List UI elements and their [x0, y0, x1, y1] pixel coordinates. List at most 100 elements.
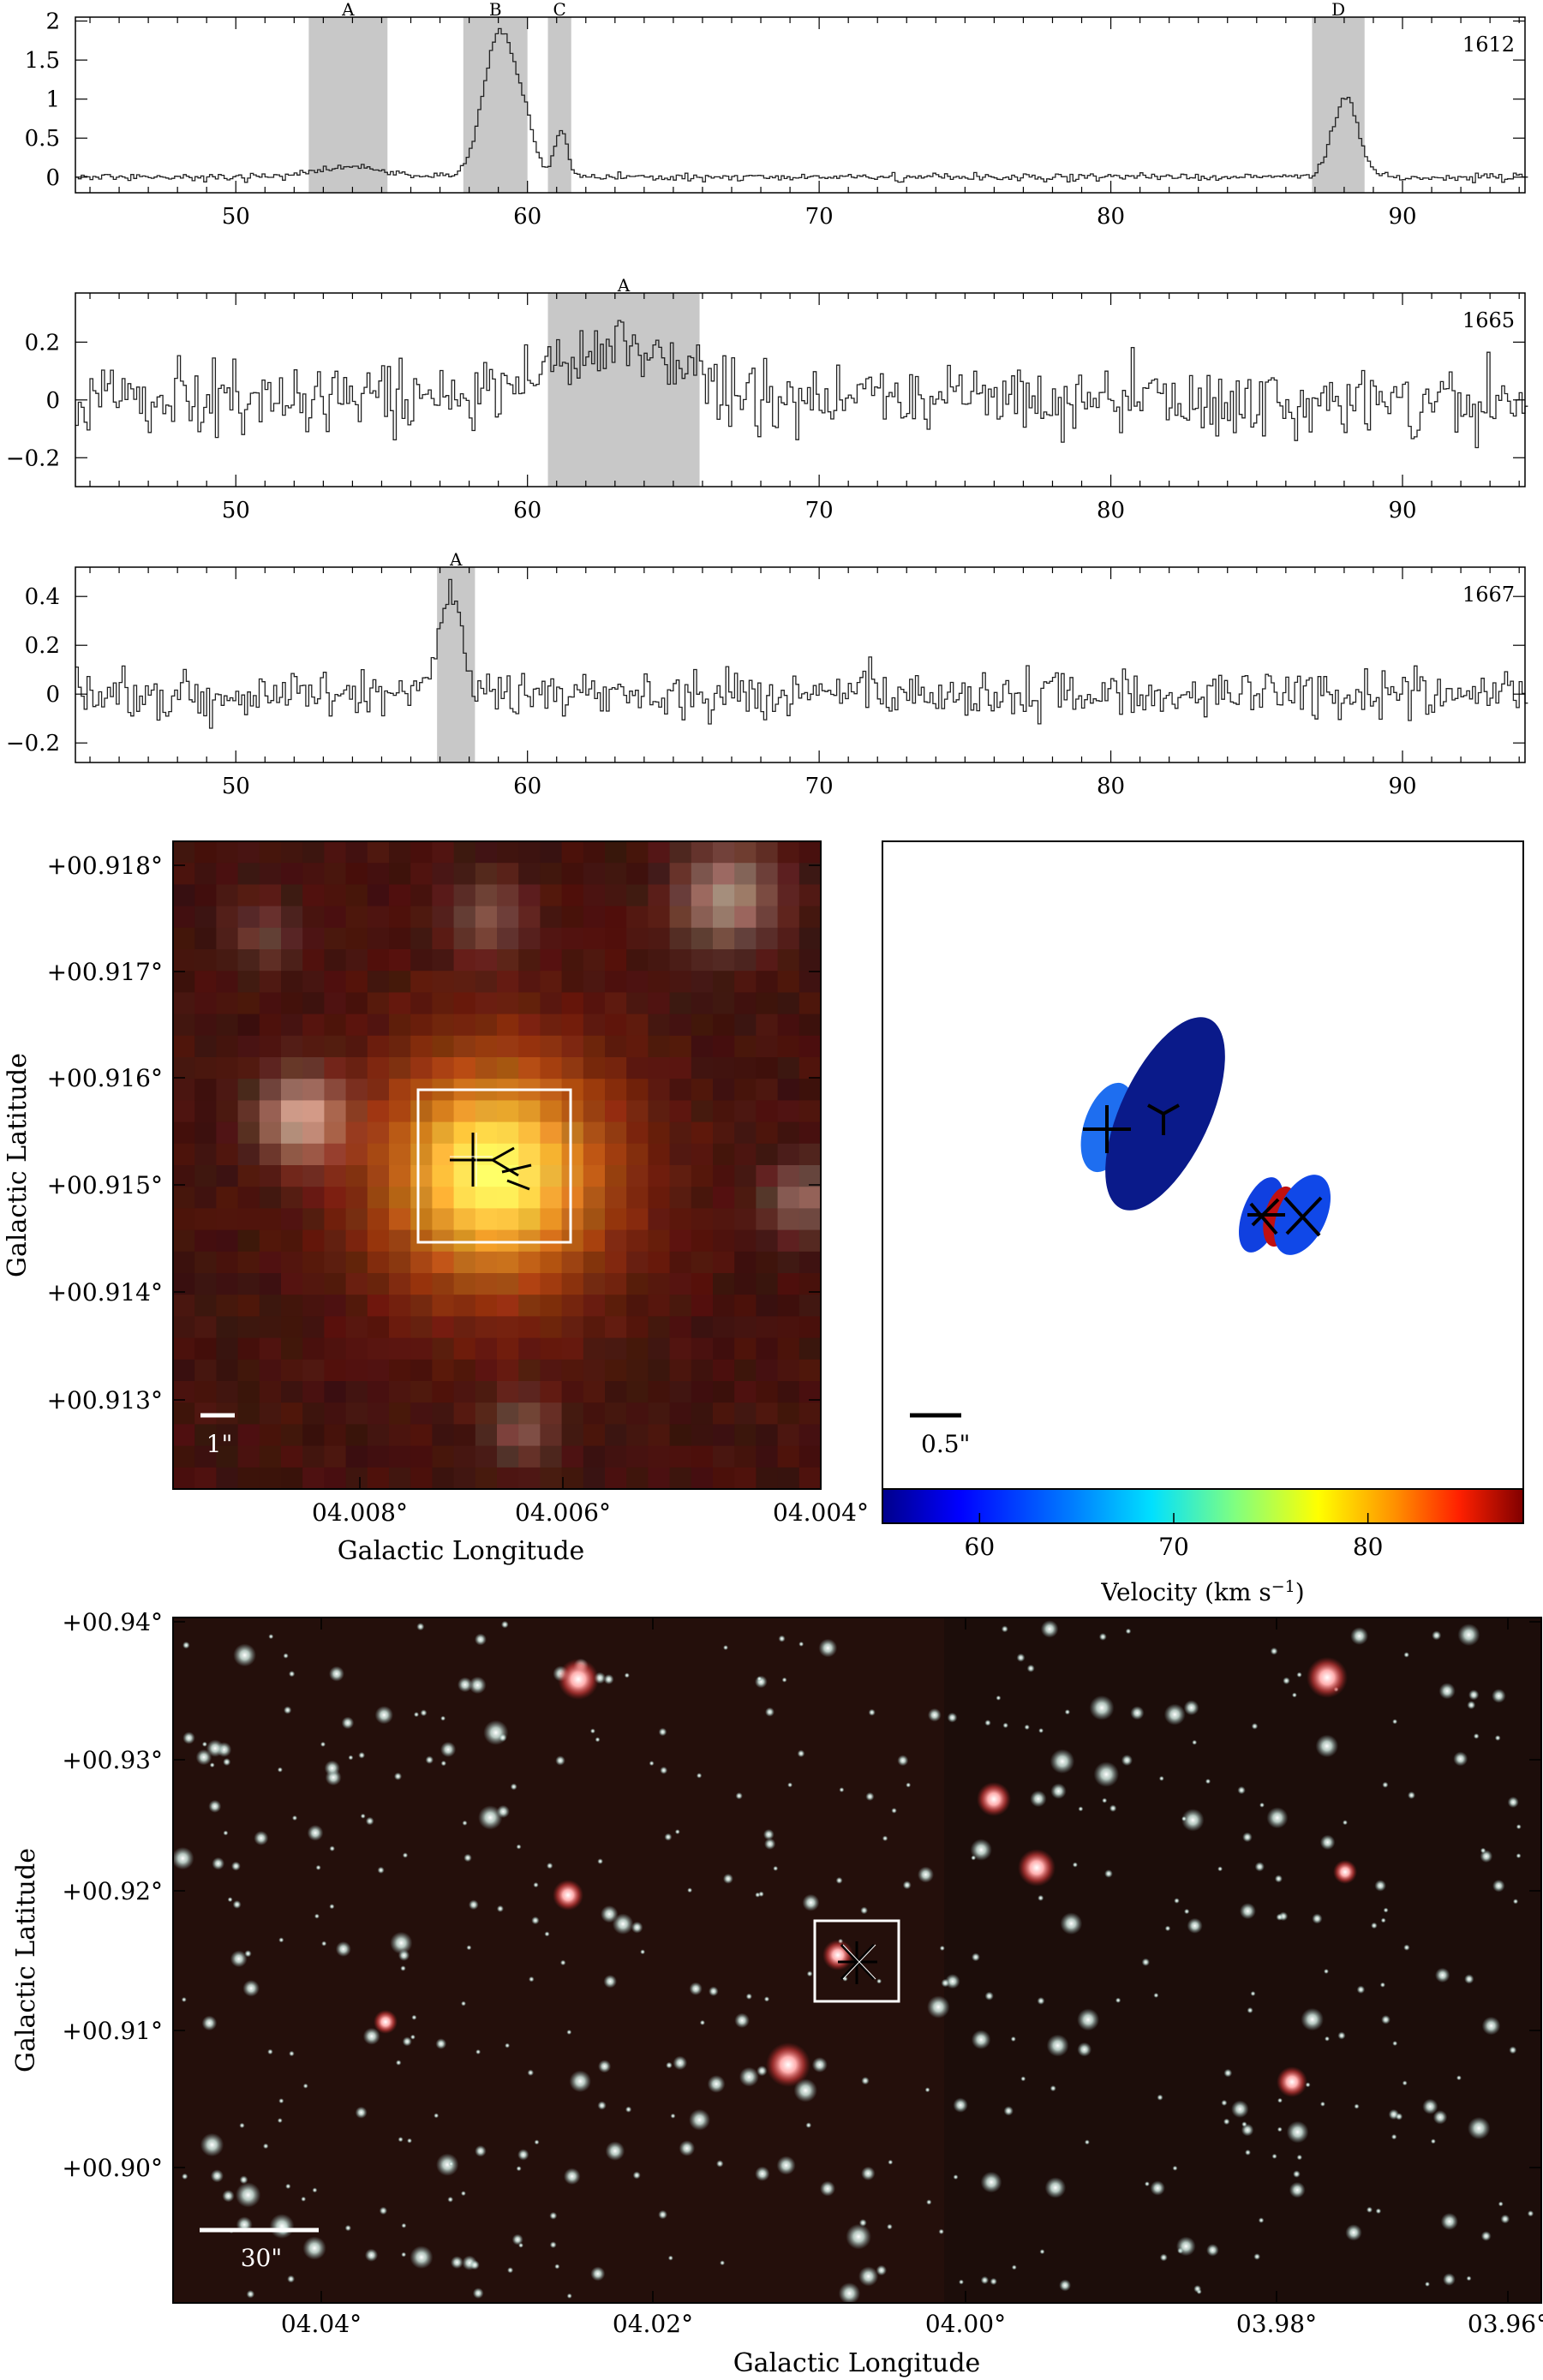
image-pixel	[324, 884, 347, 907]
image-pixel	[798, 1079, 822, 1101]
image-pixel	[432, 906, 455, 929]
star	[559, 1959, 566, 1966]
image-pixel	[605, 906, 627, 929]
star	[1350, 1627, 1368, 1645]
image-pixel	[302, 841, 325, 864]
image-pixel	[798, 884, 822, 907]
star	[377, 1866, 385, 1874]
image-pixel	[259, 1445, 282, 1468]
x-tick-label: 90	[1388, 204, 1416, 230]
bright-star	[553, 1880, 583, 1911]
image-pixel	[518, 1121, 541, 1145]
image-pixel	[669, 906, 692, 929]
image-pixel	[281, 906, 303, 929]
image-pixel	[475, 1295, 498, 1317]
x-tick-label: 80	[1097, 774, 1125, 799]
image-pixel	[410, 949, 433, 972]
image-pixel	[194, 1035, 217, 1058]
velocity-band	[437, 567, 475, 762]
image-pixel	[345, 841, 368, 864]
star	[511, 2233, 523, 2245]
spectrum-label: 1612	[1462, 33, 1515, 57]
x-tick-label: 04.02°	[613, 2310, 693, 2338]
wide-scalebar-label: 30"	[241, 2244, 283, 2272]
image-pixel	[194, 1187, 217, 1209]
image-pixel	[432, 1316, 455, 1339]
image-pixel	[756, 927, 779, 950]
star	[1432, 1630, 1442, 1641]
star	[876, 1978, 882, 1984]
star	[1403, 1652, 1409, 1658]
image-pixel	[777, 1273, 800, 1295]
image-pixel	[669, 971, 692, 993]
image-pixel	[605, 1208, 627, 1231]
image-pixel	[605, 1445, 627, 1468]
star	[598, 2060, 612, 2073]
image-pixel	[453, 1273, 476, 1295]
image-pixel	[497, 1121, 519, 1145]
image-pixel	[389, 1251, 411, 1274]
star	[757, 2066, 768, 2077]
y-tick-label: 2	[45, 9, 60, 35]
star	[462, 1820, 468, 1826]
image-pixel	[302, 1100, 325, 1123]
star	[1271, 2153, 1277, 2159]
image-pixel	[648, 884, 671, 907]
image-pixel	[324, 1165, 347, 1187]
image-pixel	[626, 1424, 649, 1447]
image-pixel	[237, 1143, 260, 1166]
star	[475, 2049, 481, 2054]
image-pixel	[410, 1273, 433, 1295]
image-pixel	[734, 1316, 757, 1339]
image-pixel	[756, 992, 779, 1015]
star	[1011, 2264, 1017, 2270]
image-pixel	[302, 1057, 325, 1079]
image-pixel	[367, 1381, 390, 1403]
star	[244, 1950, 252, 1958]
star	[344, 2224, 351, 2232]
star	[436, 2153, 459, 2176]
image-pixel	[432, 949, 455, 972]
image-pixel	[302, 1187, 325, 1209]
image-pixel	[756, 1079, 779, 1101]
image-pixel	[367, 1057, 390, 1079]
image-pixel	[410, 1100, 433, 1123]
image-pixel	[734, 1121, 757, 1145]
star	[410, 2245, 434, 2269]
star	[329, 1845, 336, 1851]
star	[1026, 1664, 1035, 1672]
image-pixel	[626, 884, 649, 907]
image-pixel	[237, 906, 260, 929]
image-pixel	[798, 1057, 822, 1079]
image-pixel	[734, 971, 757, 993]
star	[269, 2214, 295, 2239]
image-pixel	[432, 841, 455, 864]
star	[1286, 2120, 1309, 2144]
spectrum-line	[75, 27, 1528, 183]
image-pixel	[194, 1381, 217, 1403]
star	[597, 1858, 603, 1865]
image-pixel	[453, 1424, 476, 1447]
star	[348, 1755, 354, 1761]
image-pixel	[497, 1381, 519, 1403]
image-pixel	[626, 1100, 649, 1123]
star	[527, 2069, 535, 2077]
y-tick-label: 0.5	[25, 126, 60, 152]
image-pixel	[345, 1445, 368, 1468]
image-pixel	[691, 1295, 714, 1317]
image-pixel	[713, 1424, 735, 1447]
y-tick-label: 0.4	[25, 584, 60, 610]
image-pixel	[216, 1165, 239, 1187]
star	[1296, 1671, 1302, 1678]
image-pixel	[798, 863, 822, 885]
image-pixel	[756, 1424, 779, 1447]
star	[1379, 1982, 1385, 1988]
image-pixel	[453, 1402, 476, 1425]
image-pixel	[756, 1143, 779, 1166]
star	[450, 2256, 463, 2269]
star	[1250, 1991, 1256, 1996]
y-tick-label: 0	[45, 165, 60, 191]
star	[818, 1638, 838, 1658]
image-pixel	[605, 1295, 627, 1317]
image-pixel	[302, 1165, 325, 1187]
